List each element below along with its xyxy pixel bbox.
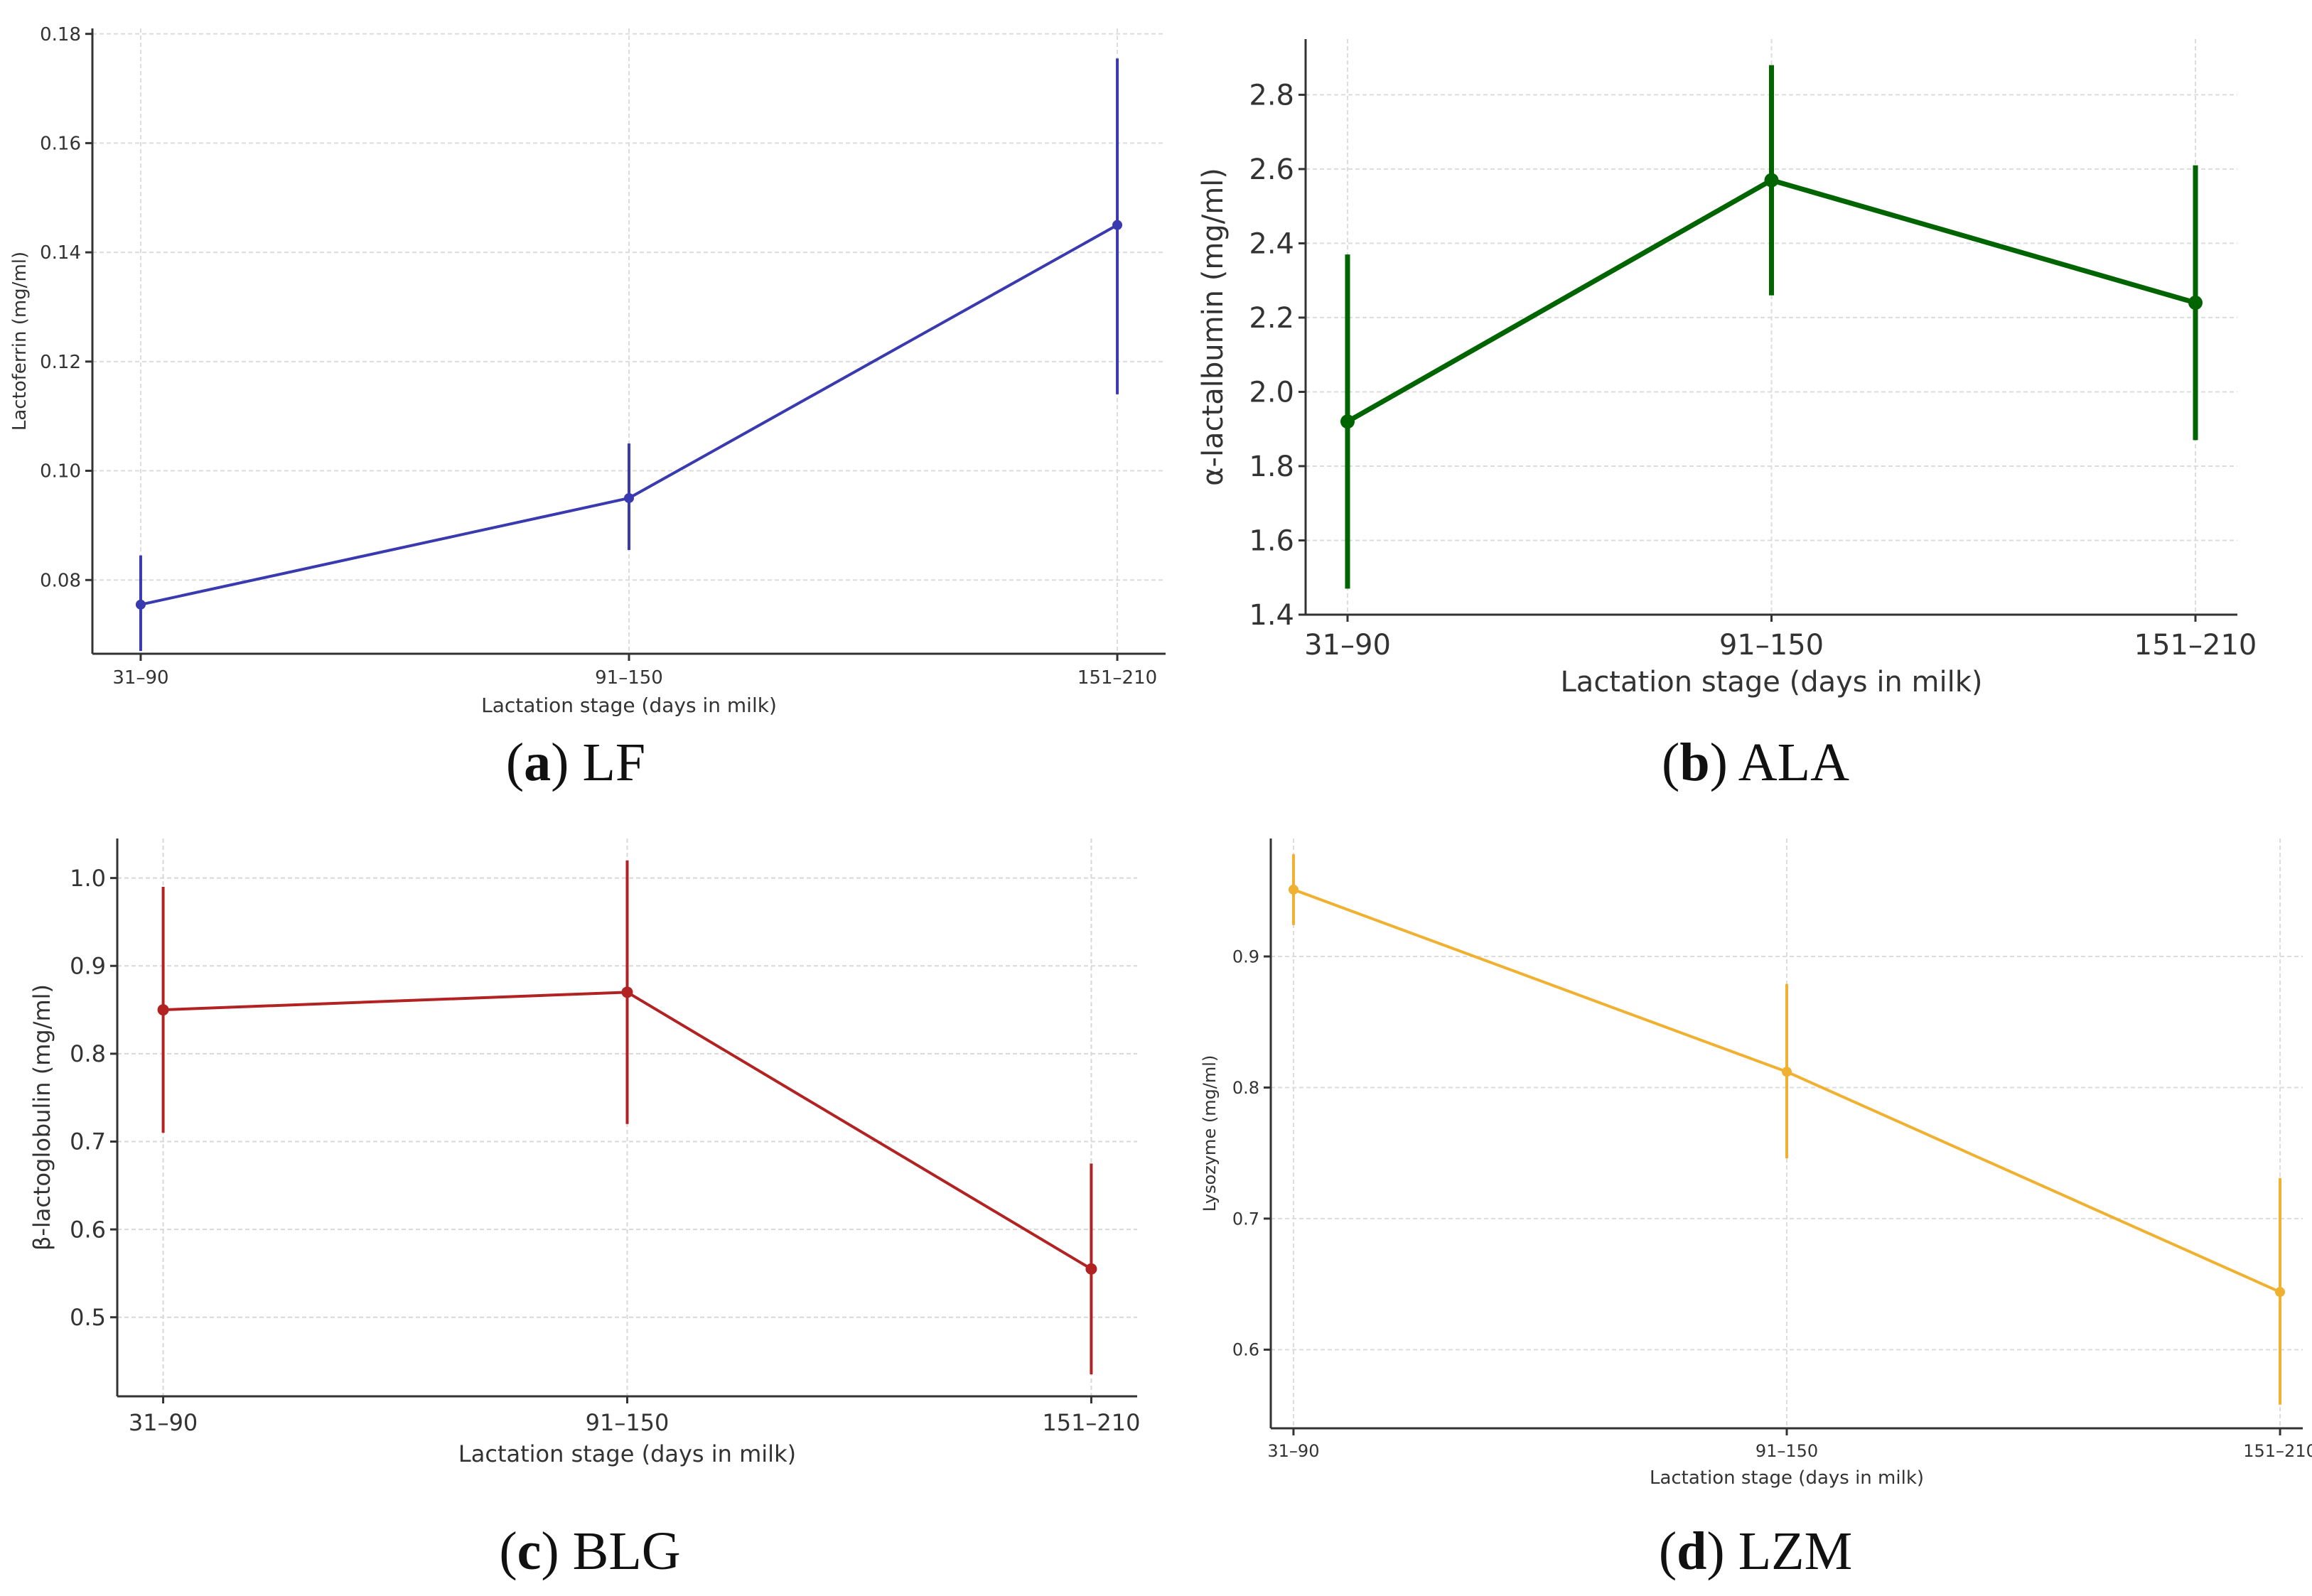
x-tick-label: 91–150 xyxy=(586,1409,670,1436)
y-tick-label: 0.7 xyxy=(1232,1209,1259,1229)
chart-panel-c: 0.5 0.6 0.7 0.8 0.9 1.0 31–90 91–150 151–210 Lact… xyxy=(0,817,1166,1471)
y-tick-label: 0.08 xyxy=(40,570,81,591)
x-tick-label: 31–90 xyxy=(112,667,168,689)
x-tick-label: 151–210 xyxy=(2134,629,2257,662)
y-tick-label: 1.6 xyxy=(1249,524,1294,557)
chart-d-svg: 0.6 0.7 0.8 0.9 31–90 91–150 151–210 Lactation … xyxy=(1200,839,2312,1489)
y-tick-label: 1.8 xyxy=(1249,451,1294,483)
y-tick-label: 2.8 xyxy=(1249,79,1294,112)
y-tick-label: 0.7 xyxy=(70,1128,106,1155)
x-tick-label: 31–90 xyxy=(129,1409,198,1436)
y-tick-label: 0.9 xyxy=(70,952,106,979)
data-point xyxy=(624,492,634,503)
y-tick-label: 0.6 xyxy=(70,1216,106,1243)
chart-panel-d: 0.6 0.7 0.8 0.9 31–90 91–150 151–210 Lactation … xyxy=(1166,817,2312,1489)
caption-d: (d) LZM xyxy=(1658,1521,1853,1581)
x-tick-label: 91–150 xyxy=(1755,1441,1818,1461)
caption-b: (b) ALA xyxy=(1662,733,1849,792)
y-tick-label: 1.0 xyxy=(70,865,106,892)
y-tick-label: 0.9 xyxy=(1232,947,1259,966)
x-tick-label: 91–150 xyxy=(595,667,663,689)
y-tick-label: 0.16 xyxy=(40,133,81,154)
chart-a-y-axis-label: Lactoferrin (mg/ml) xyxy=(9,252,31,431)
data-point xyxy=(1085,1263,1097,1275)
chart-a-x-axis-label: Lactation stage (days in milk) xyxy=(481,694,777,717)
caption-a: (a) LF xyxy=(505,733,646,792)
x-tick-label: 31–90 xyxy=(1267,1441,1319,1461)
chart-b-x-axis-label: Lactation stage (days in milk) xyxy=(1561,666,1983,699)
y-tick-label: 0.10 xyxy=(40,461,81,482)
x-tick-label: 91–150 xyxy=(1719,629,1824,662)
data-point xyxy=(1782,1067,1792,1077)
chart-a-svg: 0.08 0.10 0.12 0.14 0.16 0.18 31–90 91–150 151–2… xyxy=(9,24,1166,717)
chart-panel-a: 0.08 0.10 0.12 0.14 0.16 0.18 31–90 91–150 151–2… xyxy=(0,0,1166,717)
chart-c-y-axis-label: β-lactoglobulin (mg/ml) xyxy=(28,984,55,1251)
chart-d-x-axis-label: Lactation stage (days in milk) xyxy=(1650,1467,1924,1489)
y-tick-label: 0.12 xyxy=(40,352,81,373)
data-point xyxy=(2188,296,2203,311)
chart-c-svg: 0.5 0.6 0.7 0.8 0.9 1.0 31–90 91–150 151–210 Lact… xyxy=(28,839,1141,1467)
chart-c-x-axis-label: Lactation stage (days in milk) xyxy=(458,1440,796,1467)
chart-b-y-axis-label: α-lactalbumin (mg/ml) xyxy=(1197,168,1230,486)
data-point xyxy=(157,1004,169,1016)
data-point xyxy=(621,986,633,998)
y-tick-label: 1.4 xyxy=(1249,599,1294,632)
x-tick-label: 151–210 xyxy=(1042,1409,1140,1436)
y-tick-label: 0.8 xyxy=(1232,1078,1259,1098)
y-tick-label: 0.5 xyxy=(70,1304,106,1331)
y-tick-label: 0.14 xyxy=(40,242,81,264)
data-point xyxy=(2275,1287,2286,1298)
chart-d-y-axis-label: Lysozyme (mg/ml) xyxy=(1200,1055,1220,1212)
y-tick-label: 2.0 xyxy=(1249,376,1294,409)
data-point xyxy=(135,599,146,610)
y-tick-label: 0.8 xyxy=(70,1040,106,1067)
x-tick-label: 151–210 xyxy=(2243,1441,2312,1461)
x-tick-label: 31–90 xyxy=(1304,629,1391,662)
y-tick-label: 2.6 xyxy=(1249,153,1294,186)
chart-b-svg: 1.4 1.6 1.8 2.0 2.2 2.4 2.6 2.8 31–90 91–150 151–2… xyxy=(1197,39,2257,699)
y-tick-label: 0.6 xyxy=(1232,1340,1259,1360)
data-point xyxy=(1112,220,1123,230)
y-tick-label: 0.18 xyxy=(40,24,81,45)
chart-panel-b: 1.4 1.6 1.8 2.0 2.2 2.4 2.6 2.8 31–90 91–150 151–2… xyxy=(1166,0,2312,711)
x-tick-label: 151–210 xyxy=(1077,667,1157,689)
data-point xyxy=(1288,884,1299,895)
chart-a-grid xyxy=(92,28,1166,654)
data-point xyxy=(1340,414,1355,429)
caption-c: (c) BLG xyxy=(499,1521,681,1581)
y-tick-label: 2.2 xyxy=(1249,302,1294,335)
data-point xyxy=(1764,173,1779,188)
y-tick-label: 2.4 xyxy=(1249,227,1294,260)
